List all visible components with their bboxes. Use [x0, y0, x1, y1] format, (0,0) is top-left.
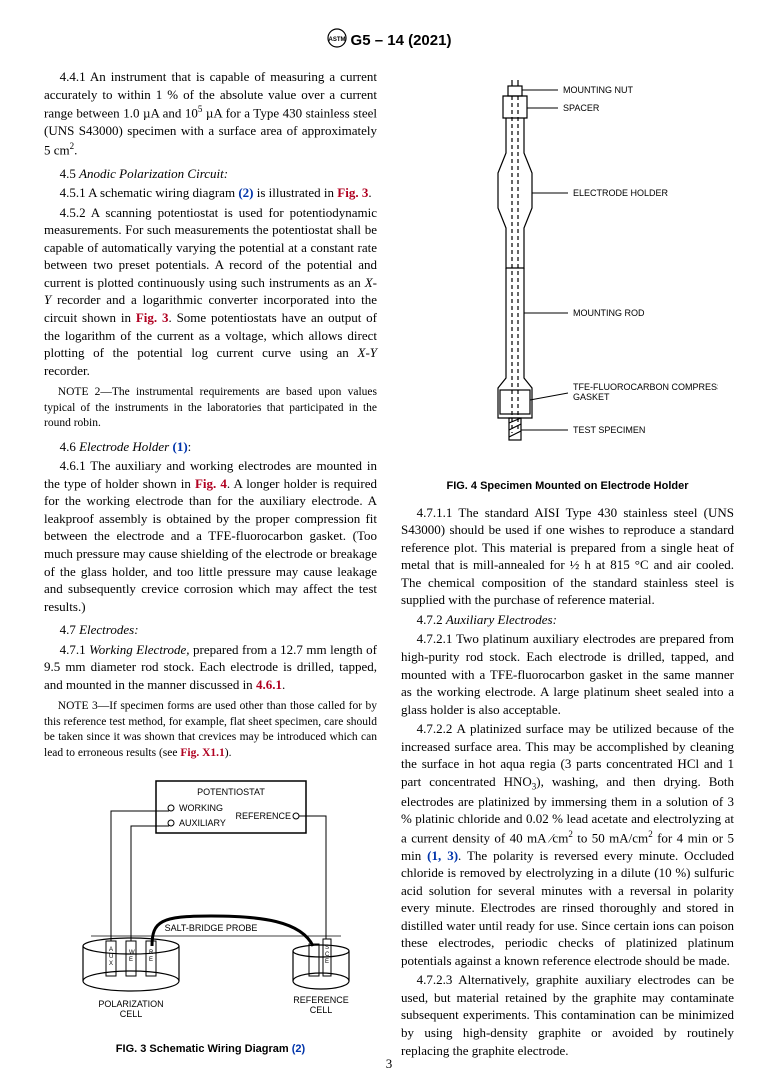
ref-1: (1) — [172, 439, 187, 454]
para-4-4-1: 4.4.1 An instrument that is capable of m… — [44, 68, 377, 158]
page: ASTM G5 – 14 (2021) 4.4.1 An instrument … — [0, 0, 778, 1087]
fig3-working: WORKING — [179, 803, 223, 813]
fig4-svg: MOUNTING NUT SPACER ELECTRODE HOLDER MOU… — [418, 78, 718, 468]
figure-4: MOUNTING NUT SPACER ELECTRODE HOLDER MOU… — [401, 78, 734, 493]
para-4-5-2: 4.5.2 A scanning potentiostat is used fo… — [44, 204, 377, 379]
fig3-sce-label: SCE — [325, 945, 330, 965]
link-4-6-1[interactable]: 4.6.1 — [256, 677, 282, 692]
fig3-reference: REFERENCE — [235, 811, 291, 821]
ref-1-3: (1, 3) — [427, 848, 458, 863]
page-number: 3 — [0, 1055, 778, 1073]
fig3-we-label: WE — [129, 950, 135, 963]
fig4-mountingnut: MOUNTING NUT — [563, 85, 633, 95]
svg-text:ASTM: ASTM — [328, 37, 345, 43]
para-4-7-1-1: 4.7.1.1 The standard AISI Type 430 stain… — [401, 504, 734, 609]
link-fig-4[interactable]: Fig. 4 — [195, 476, 227, 491]
fig4-gasket: TFE-FLUOROCARBON COMPRESSIONGASKET — [573, 382, 718, 402]
para-4-7-2-2: 4.7.2.2 A platinized surface may be util… — [401, 720, 734, 969]
fig3-aux-label: AUX — [109, 947, 113, 967]
link-fig-x1-1[interactable]: Fig. X1.1 — [180, 747, 224, 759]
fig4-holder: ELECTRODE HOLDER — [573, 188, 669, 198]
ref-2: (2) — [238, 185, 253, 200]
para-4-7-2-3: 4.7.2.3 Alternatively, graphite auxiliar… — [401, 971, 734, 1059]
fig4-spec: TEST SPECIMEN — [573, 425, 645, 435]
fig3-re-label: RE — [149, 950, 154, 963]
fig4-caption: FIG. 4 Specimen Mounted on Electrode Hol… — [401, 479, 734, 494]
fig3-refcell: REFERENCECELL — [293, 995, 349, 1015]
note-2: NOTE 2—The instrumental requirements are… — [44, 385, 377, 432]
para-4-5-1: 4.5.1 A schematic wiring diagram (2) is … — [44, 184, 377, 202]
body-columns: 4.4.1 An instrument that is capable of m… — [44, 68, 734, 1067]
astm-logo: ASTM — [327, 28, 347, 54]
note-3: NOTE 3—If specimen forms are used other … — [44, 699, 377, 761]
para-4-7-2-1: 4.7.2.1 Two platinum auxiliary electrode… — [401, 630, 734, 718]
para-4-7-2: 4.7.2 Auxiliary Electrodes: — [401, 611, 734, 629]
page-header: ASTM G5 – 14 (2021) — [44, 28, 734, 54]
section-4-5: 4.5 Anodic Polarization Circuit: — [44, 165, 377, 183]
fig4-spacer: SPACER — [563, 103, 600, 113]
link-fig-3b[interactable]: Fig. 3 — [136, 310, 169, 325]
para-4-7-1: 4.7.1 Working Electrode, prepared from a… — [44, 641, 377, 694]
fig3-saltbridge: SALT-BRIDGE PROBE — [164, 923, 257, 933]
fig3-svg: POTENTIOSTAT WORKING AUXILIARY REFERENCE… — [61, 771, 361, 1031]
fig3-polcell: POLARIZATIONCELL — [98, 999, 163, 1019]
section-4-7: 4.7 Electrodes: — [44, 621, 377, 639]
fig4-rod: MOUNTING ROD — [573, 308, 645, 318]
link-fig-3[interactable]: Fig. 3 — [337, 185, 368, 200]
standard-code: G5 – 14 (2021) — [351, 32, 452, 49]
figure-3: POTENTIOSTAT WORKING AUXILIARY REFERENCE… — [44, 771, 377, 1056]
fig3-potentiostat: POTENTIOSTAT — [197, 787, 265, 797]
para-4-6-1: 4.6.1 The auxiliary and working electrod… — [44, 457, 377, 615]
section-4-6: 4.6 Electrode Holder (1): — [44, 438, 377, 456]
fig3-auxiliary: AUXILIARY — [179, 818, 226, 828]
